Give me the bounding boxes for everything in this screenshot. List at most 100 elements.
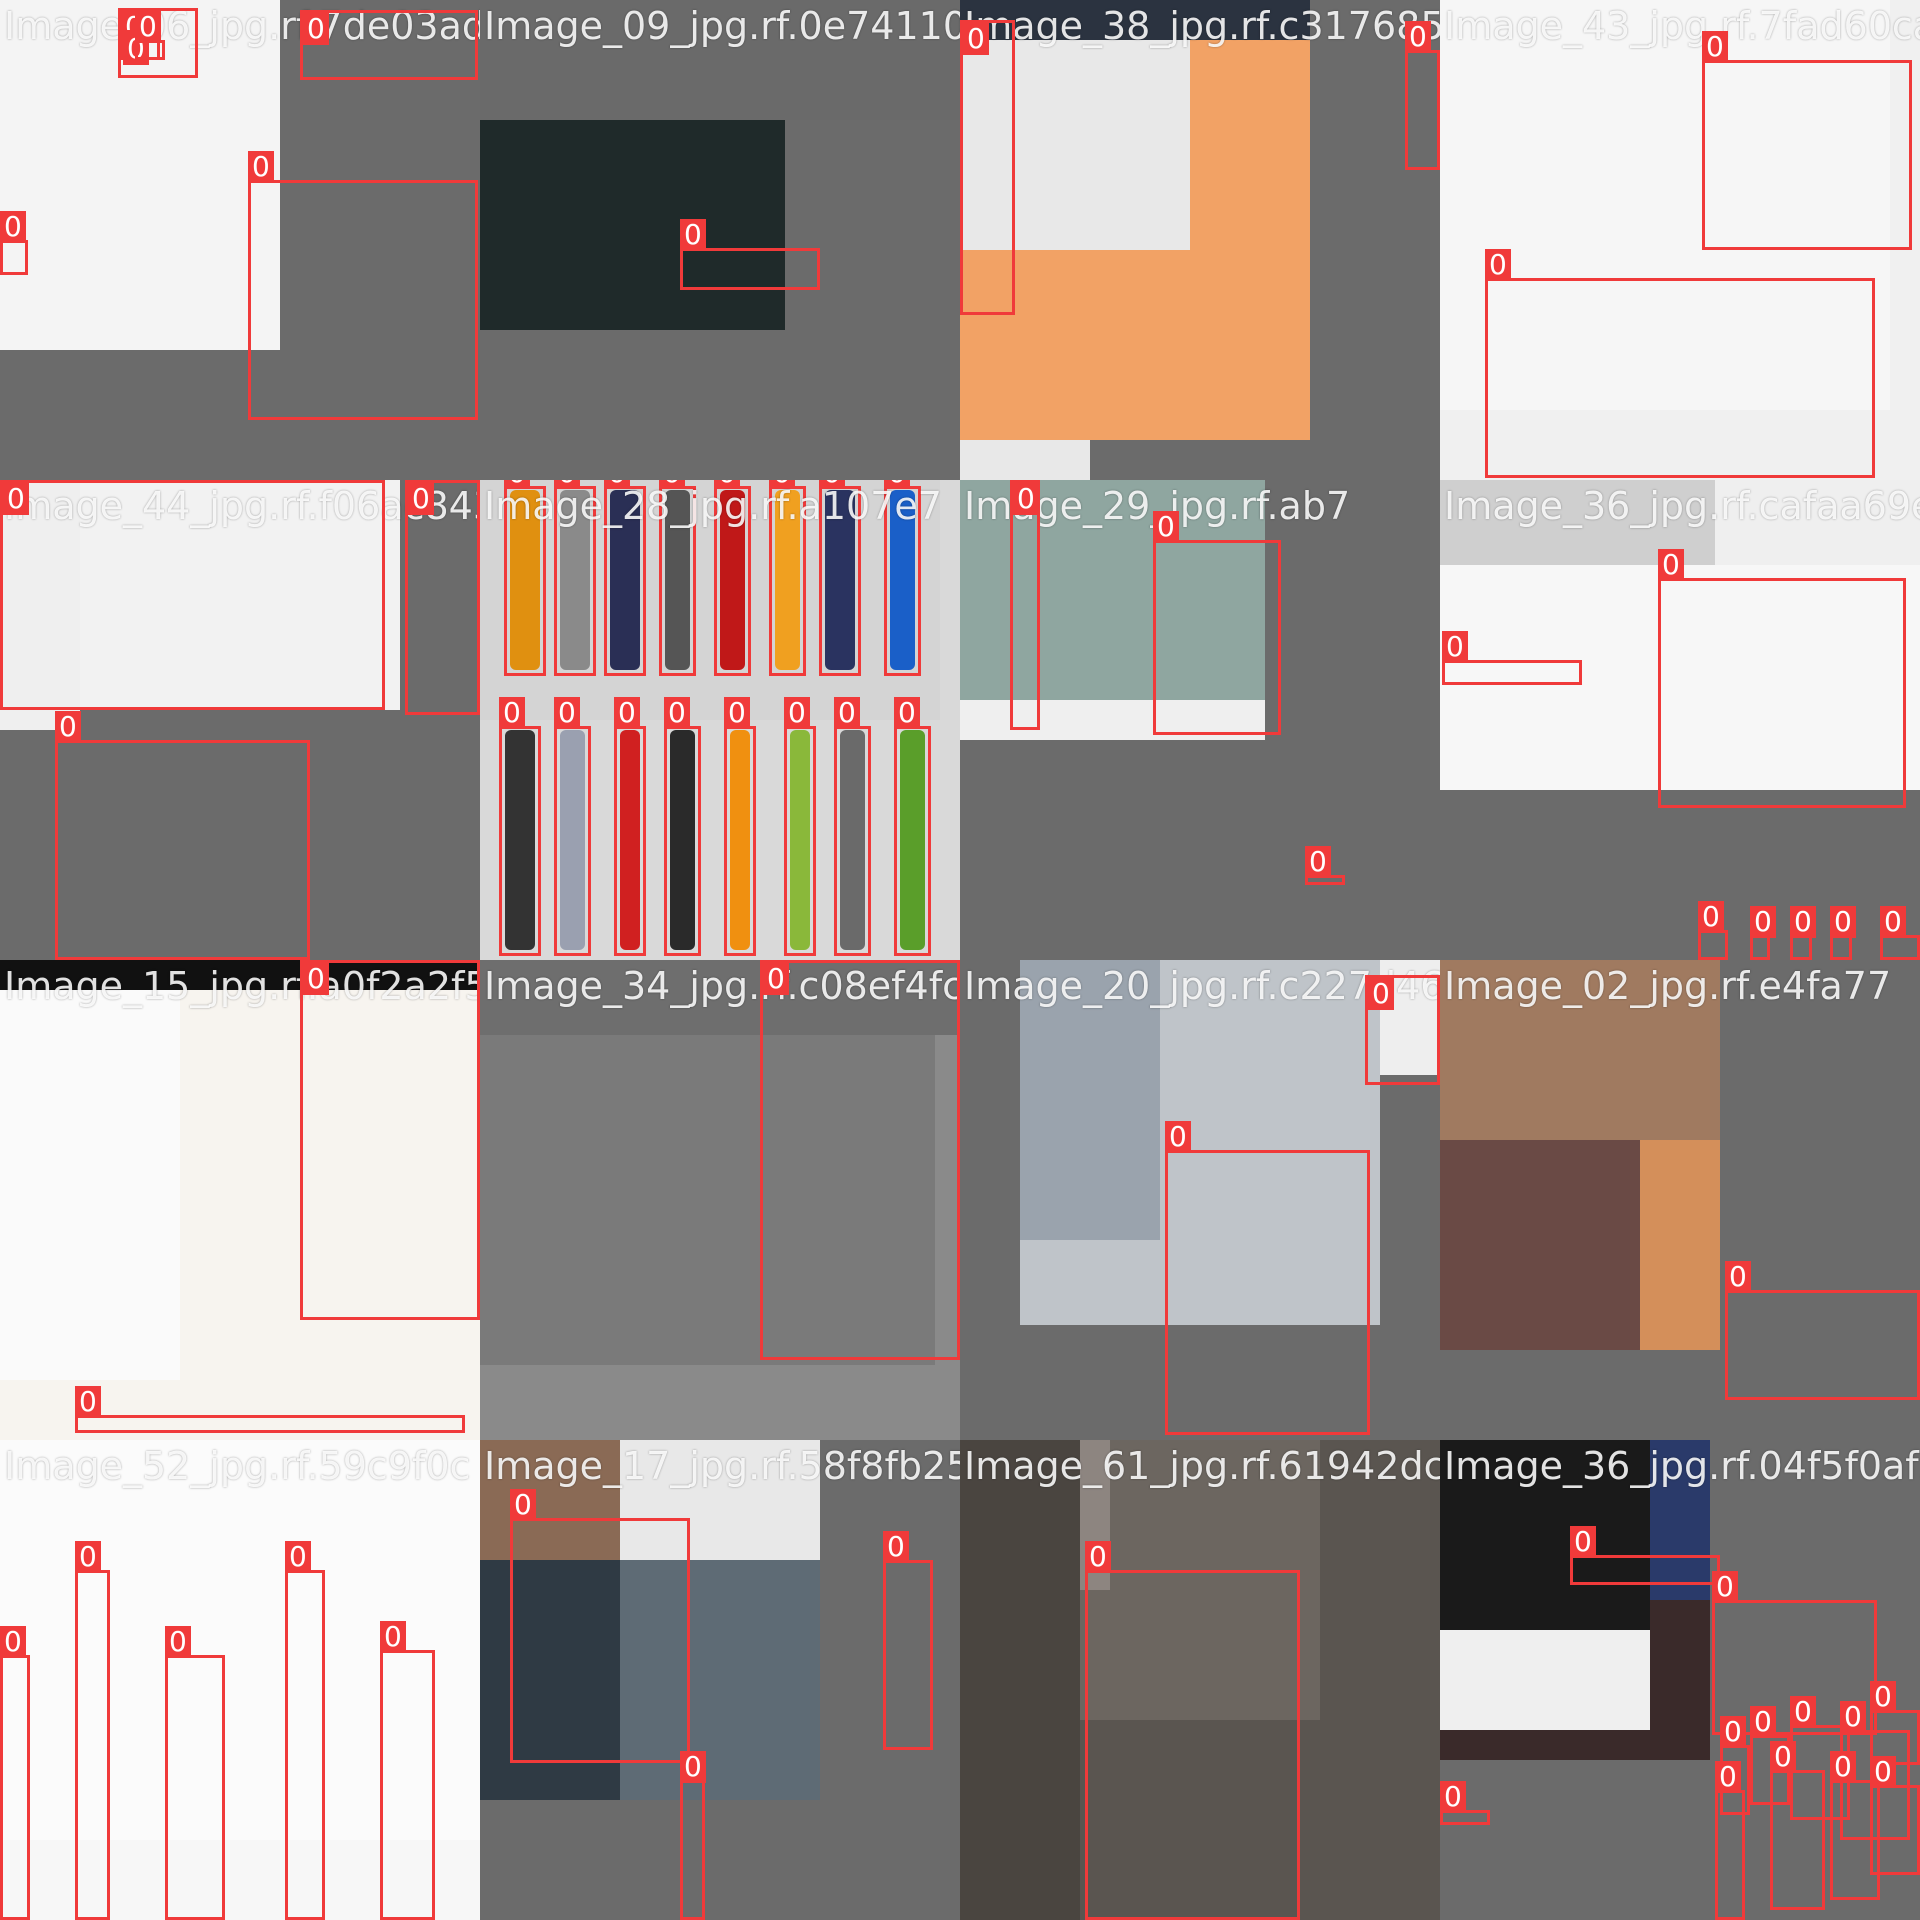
detection-box: 0 <box>75 1386 465 1433</box>
detection-class-label: 0 <box>894 697 920 729</box>
detection-box: 0 <box>1570 1526 1720 1585</box>
detection-class-label: 0 <box>1770 1741 1796 1773</box>
photo-region <box>480 0 960 120</box>
detection-box: 0 <box>1750 906 1776 960</box>
detection-box: 0 <box>819 480 861 676</box>
detection-class-label: 0 <box>510 1489 536 1521</box>
detection-class-label: 0 <box>1305 846 1331 878</box>
detection-class-label: 0 <box>0 1626 26 1658</box>
detection-box: 0 <box>165 1626 225 1920</box>
photo-region <box>480 1440 620 1560</box>
detection-class-label: 0 <box>1405 21 1431 53</box>
detection-class-label: 0 <box>380 1621 406 1653</box>
mosaic-tile: Image_34_jpg.rf.c08ef4fc07 0 <box>480 960 960 1440</box>
detection-box: 0 <box>380 1621 435 1920</box>
detection-class-label: 0 <box>1790 906 1816 938</box>
detection-box: 0 <box>680 1751 706 1920</box>
pen-shape <box>730 730 750 950</box>
detection-class-label: 0 <box>1085 1541 1111 1573</box>
pen-shape <box>610 490 640 670</box>
detection-box: 0 <box>135 11 165 60</box>
detection-class-label: 0 <box>75 1541 101 1573</box>
pen-shape <box>510 490 540 670</box>
detection-class-label: 0 <box>763 963 789 995</box>
pen-shape <box>505 730 535 950</box>
photo-region <box>480 960 960 1035</box>
pen-shape <box>790 730 810 950</box>
mosaic-tile: Image_38_jpg.rf.c3176854 0 0 <box>960 0 1440 480</box>
photo-region <box>960 0 1310 40</box>
photo-region <box>0 960 180 1380</box>
detection-class-label: 0 <box>1870 1756 1896 1788</box>
detection-box: 0 <box>55 711 310 960</box>
detection-box: 0 <box>504 480 546 676</box>
mosaic-tile: Image_06_jpg.rf.7de03ad37000000 <box>0 0 480 480</box>
detection-box: 0 <box>1442 631 1582 685</box>
detection-class-label: 0 <box>1485 249 1511 281</box>
photo-region <box>960 1440 1080 1920</box>
pen-shape <box>560 490 590 670</box>
detection-box: 0 <box>1658 549 1906 808</box>
detection-box: 0 <box>1770 1741 1825 1910</box>
pen-shape <box>840 730 865 950</box>
mosaic-tile: Image_43_jpg.rf.7fad60ca5600 <box>1440 0 1920 480</box>
detection-box: 0 <box>554 697 591 956</box>
detection-box: 0 <box>724 697 756 956</box>
detection-class-label: 0 <box>1790 1696 1816 1728</box>
detection-box: 0 <box>883 1531 933 1750</box>
detection-class-label: 0 <box>884 480 910 489</box>
detection-box: 0 <box>1698 901 1728 960</box>
detection-class-label: 0 <box>1870 1681 1896 1713</box>
detection-class-label: 0 <box>883 1531 909 1563</box>
pen-shape <box>670 730 695 950</box>
photo-region <box>960 960 1020 1325</box>
detection-class-label: 0 <box>55 711 81 743</box>
detection-box: 0 <box>300 960 480 1320</box>
mosaic-tile: Image_02_jpg.rf.e4fa77 0 <box>1440 960 1920 1440</box>
detection-box: 0 <box>1880 906 1920 960</box>
pen-shape <box>665 490 690 670</box>
detection-class-label: 0 <box>659 480 685 489</box>
detection-class-label: 0 <box>554 480 580 489</box>
detection-class-label: 0 <box>819 480 845 489</box>
mosaic-tile: Image_20_jpg.rf.c227d46 0 0 <box>960 960 1440 1440</box>
detection-class-label: 0 <box>680 219 706 251</box>
detection-box: 0 <box>285 1541 325 1920</box>
detection-class-label: 0 <box>769 480 795 489</box>
photo-region <box>1440 1440 1650 1630</box>
detection-box: 0 <box>659 480 696 676</box>
detection-class-label: 0 <box>1840 1701 1866 1733</box>
detection-box: 0 <box>604 480 646 676</box>
detection-box: 0 <box>1702 31 1912 250</box>
detection-class-label: 0 <box>1720 1716 1746 1748</box>
mosaic-tile: Image_15_jpg.rf.a0f2a2f5c700 <box>0 960 480 1440</box>
detection-box: 0 <box>1405 21 1440 170</box>
detection-box: 0 <box>0 1626 30 1920</box>
detection-box: 0 <box>769 480 806 676</box>
detection-box: 0 <box>405 480 480 715</box>
detection-box: 0 <box>1485 249 1875 478</box>
pen-shape <box>775 490 800 670</box>
detection-box: 0 <box>499 697 541 956</box>
photo-region <box>960 0 1190 250</box>
detection-class-label: 0 <box>1165 1121 1191 1153</box>
pen-shape <box>900 730 925 950</box>
mosaic-tile: Image_09_jpg.rf.0e74110490 <box>480 0 960 480</box>
detection-box: 0 <box>1725 1261 1920 1400</box>
detection-box: 0 <box>680 219 820 290</box>
detection-box: 0 <box>760 960 960 1360</box>
mosaic-tile: Image_44_jpg.rf.f06ac8435f000 <box>0 480 480 960</box>
detection-class-label: 0 <box>664 697 690 729</box>
detection-box: 0 <box>1870 1756 1920 1875</box>
mosaic-tile: Image_36_jpg.rf.04f5f0af20e000000000000 <box>1440 1440 1920 1920</box>
detection-class-label: 0 <box>1153 511 1179 543</box>
detection-box: 0 <box>1715 1761 1745 1920</box>
photo-region <box>1440 960 1720 1140</box>
detection-class-label: 0 <box>504 480 530 489</box>
detection-box: 0 <box>248 151 478 420</box>
detection-class-label: 0 <box>604 480 630 489</box>
detection-class-label: 0 <box>1750 906 1776 938</box>
detection-class-label: 0 <box>614 697 640 729</box>
detection-box: 0 <box>614 697 646 956</box>
